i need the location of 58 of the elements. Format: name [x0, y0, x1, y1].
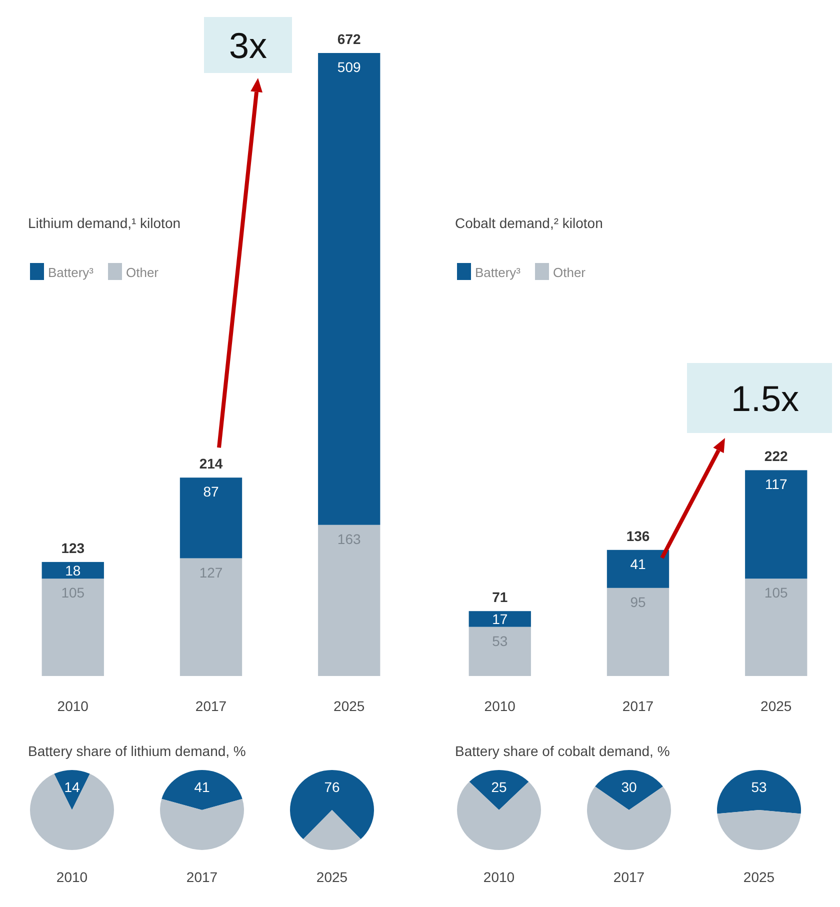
data-label: 41	[194, 779, 210, 795]
text: 2017	[186, 869, 218, 885]
data-label: 53	[492, 632, 508, 649]
chart-title: Battery share of lithium demand, %	[28, 743, 246, 759]
bar	[42, 578, 104, 676]
legend-label: Battery³	[475, 265, 522, 280]
data-label: 30	[621, 779, 637, 795]
bar	[318, 53, 380, 525]
x-tick-label: 2010	[57, 698, 89, 714]
bar	[42, 562, 104, 579]
legend-label: Other	[126, 265, 160, 280]
data-label: 18	[65, 562, 81, 578]
total-label: 214	[199, 456, 223, 472]
data-label: 163	[337, 530, 362, 547]
data-label: 53	[751, 779, 767, 795]
data-label: 76	[324, 779, 340, 795]
text: 2010	[56, 869, 88, 885]
text: Lithium demand,¹ kiloton	[28, 215, 181, 231]
x-tick-label: 2025	[760, 698, 792, 714]
legend-label: Battery³	[48, 265, 94, 280]
bar	[745, 470, 808, 579]
bar	[318, 524, 380, 676]
text: 2025	[316, 869, 348, 885]
bar	[180, 558, 242, 676]
data-label: 509	[337, 59, 362, 75]
total-label: 71	[492, 589, 508, 606]
data-label: 87	[203, 484, 219, 500]
legend-label: Other	[553, 265, 586, 280]
total-label: 136	[626, 528, 650, 544]
data-label: 117	[764, 476, 788, 492]
total-label: 672	[337, 31, 362, 47]
data-label: 95	[630, 594, 646, 610]
text: 1.5x	[730, 378, 800, 419]
bar	[180, 478, 242, 558]
annotation: 3x	[228, 25, 268, 66]
chart-title: Cobalt demand,² kiloton	[455, 215, 603, 231]
data-label: 105	[61, 584, 85, 601]
data-label: 17	[492, 610, 508, 627]
total-label: 123	[61, 540, 85, 556]
bar	[745, 578, 808, 676]
bar	[468, 626, 531, 676]
text: 2017	[613, 869, 645, 885]
text: 2025	[743, 869, 775, 885]
bar	[606, 550, 670, 588]
x-tick-label: 2025	[334, 698, 365, 714]
text: 2010	[483, 869, 515, 885]
data-label: 127	[199, 564, 223, 580]
data-label: 41	[630, 556, 646, 572]
data-label: 105	[764, 584, 788, 601]
x-tick-label: 2010	[484, 698, 516, 714]
x-tick-label: 2017	[195, 698, 227, 714]
x-tick-label: 2017	[622, 698, 654, 714]
bar	[468, 611, 531, 627]
total-label: 222	[764, 448, 788, 464]
data-label: 14	[64, 779, 80, 795]
bar	[606, 588, 670, 676]
chart-title: Battery share of cobalt demand, %	[455, 743, 670, 759]
data-label: 25	[491, 779, 507, 795]
